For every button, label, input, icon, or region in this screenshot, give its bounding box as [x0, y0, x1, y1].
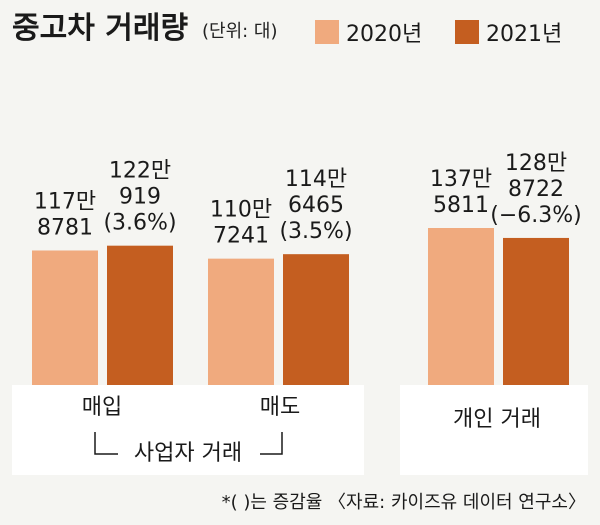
legend-label-2021: 2021년	[486, 22, 562, 47]
category-label-매도: 매도	[260, 395, 300, 420]
value-label-개인-거래-2021년-1: 8722	[508, 177, 564, 202]
bar-개인-거래-2020년	[428, 228, 494, 385]
value-label-매도-2021년-2: (3.5%)	[279, 219, 352, 244]
legend: 2020년 2021년	[315, 20, 562, 47]
category-label-개인-거래: 개인 거래	[453, 407, 541, 432]
group-bracket: 사업자 거래	[94, 432, 283, 466]
value-label-매입-2021년-2: (3.6%)	[103, 211, 176, 236]
footnote: *( )는 증감율 〈자료: 카이즈유 데이터 연구소〉	[222, 492, 586, 513]
legend-label-2020: 2020년	[346, 22, 422, 47]
value-label-매도-2020년-1: 7241	[213, 224, 269, 249]
value-label-매입-2020년-1: 8781	[37, 215, 93, 240]
category-label-매입: 매입	[82, 395, 122, 420]
bracket-left	[94, 432, 118, 455]
unit-label: (단위: 대)	[202, 21, 278, 42]
bar-매도-2021년	[283, 254, 349, 385]
value-label-개인-거래-2020년-1: 5811	[433, 193, 489, 218]
value-label-개인-거래-2021년-2: (−6.3%)	[490, 203, 582, 228]
value-label-개인-거래-2020년-0: 137만	[430, 167, 492, 192]
value-label-매도-2021년-1: 6465	[288, 193, 344, 218]
bar-개인-거래-2021년	[503, 237, 569, 385]
bracket-right	[260, 432, 283, 455]
panel-individual	[400, 385, 588, 475]
value-label-매도-2021년-0: 114만	[285, 167, 347, 192]
bar-매입-2021년	[107, 245, 173, 385]
value-label-매입-2020년-0: 117만	[34, 189, 96, 214]
legend-swatch-2020	[315, 20, 339, 44]
value-label-매도-2020년-0: 110만	[210, 198, 272, 223]
panel-business	[12, 385, 364, 475]
bars-layer	[32, 228, 569, 385]
bar-매도-2020년	[208, 258, 274, 385]
bar-매입-2020년	[32, 250, 98, 385]
value-label-매입-2021년-1: 919	[119, 185, 161, 210]
legend-swatch-2021	[455, 20, 479, 44]
chart-title: 중고차 거래량	[12, 11, 188, 46]
value-label-개인-거래-2021년-0: 128만	[505, 151, 567, 176]
value-label-매입-2021년-0: 122만	[109, 159, 171, 184]
group-label-business: 사업자 거래	[134, 441, 242, 466]
